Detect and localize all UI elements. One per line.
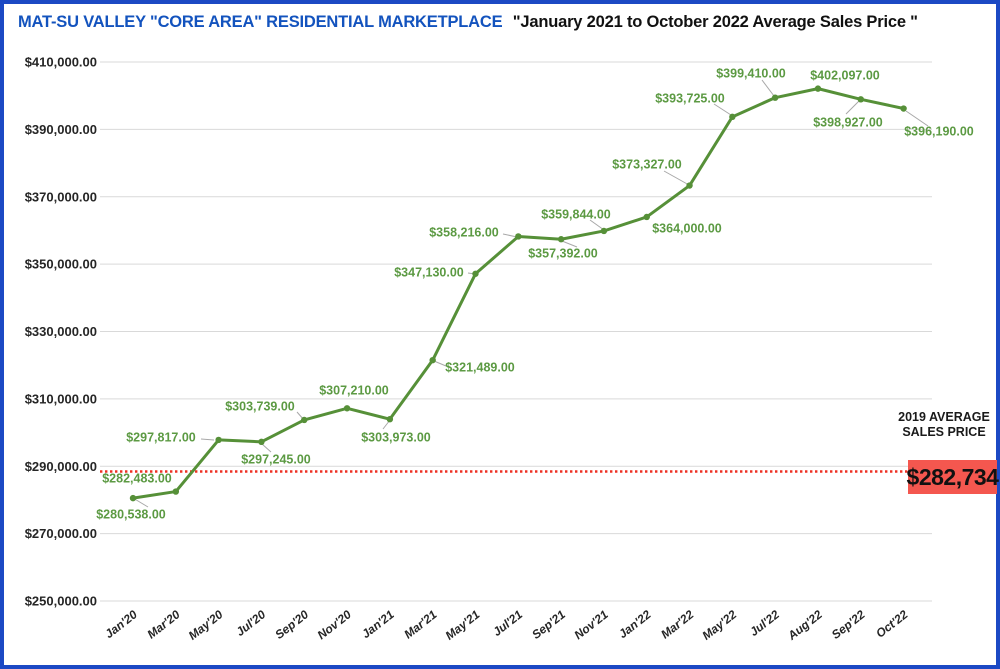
label-leader-line [589,219,605,231]
value-label: $393,725.00 [655,92,725,106]
reference-value-box: $282,734 [906,460,999,494]
chart-title: MAT-SU VALLEY "CORE AREA" RESIDENTIAL MA… [18,13,503,31]
x-tick-label: Jan'22 [616,607,654,641]
x-tick-label: May'21 [443,607,483,643]
x-tick-label: Sep'22 [829,607,868,642]
x-tick-label: Jul'21 [490,607,525,639]
sales-price-line-chart: $410,000.00 $390,000.00 $370,000.00 $350,00… [25,55,974,644]
data-point [129,494,137,502]
data-point [215,436,222,444]
data-point [301,416,308,424]
chart-subtitle: "January 2021 to October 2022 Average Sa… [512,13,918,31]
value-label: $321,489.00 [445,361,515,375]
x-tick-label: Sep'21 [529,607,568,642]
y-tick-label: $350,000.00 [25,257,97,272]
data-point [172,488,180,495]
label-leader-line [261,443,272,453]
x-tick-label: Oct'22 [873,607,910,641]
value-label: $297,245.00 [241,453,311,467]
value-label: $373,327.00 [612,158,682,172]
y-tick-label: $250,000.00 [25,594,97,609]
x-tick-label: May'20 [186,607,226,643]
data-point [429,356,436,364]
data-point [900,105,907,112]
value-label: $357,392.00 [528,247,598,261]
value-label: $399,410.00 [716,67,786,81]
value-label: $282,483.00 [102,472,172,486]
x-tick-label: Nov'21 [572,607,612,642]
y-tick-label: $390,000.00 [25,122,97,137]
data-point [386,415,394,423]
value-label: $402,097.00 [810,69,880,83]
y-tick-label: $330,000.00 [25,324,97,339]
x-tick-label: Mar'20 [144,607,182,641]
label-leader-line [561,240,578,248]
y-tick-label: $270,000.00 [25,526,97,541]
x-tick-label: Sep'20 [272,607,311,642]
value-label: $396,190.00 [904,125,974,139]
value-label: $347,130.00 [394,266,464,280]
data-point [472,270,479,277]
data-point [515,233,522,240]
value-label: $303,739.00 [225,400,295,414]
label-leader-line [713,103,732,116]
value-label: $297,817.00 [126,431,196,445]
x-tick-label: Jul'20 [233,607,268,639]
value-label: $359,844.00 [541,208,611,222]
x-tick-label: Nov'20 [315,607,355,642]
value-label: $303,973.00 [361,431,431,445]
label-leader-line [433,360,447,367]
x-tick-label: Jan'20 [102,607,140,641]
value-label: $358,216.00 [429,226,499,240]
x-tick-label: Jul'22 [747,607,782,639]
value-label: $280,538.00 [96,508,166,522]
value-label: $364,000.00 [652,222,722,236]
data-point [557,236,565,243]
x-tick-label: Mar'22 [658,607,696,641]
label-leader-line [905,110,929,127]
y-tick-label: $370,000.00 [25,189,97,204]
value-label: $307,210.00 [319,384,389,398]
data-point [857,96,864,103]
x-tick-label: Jan'21 [359,607,397,641]
y-tick-label: $310,000.00 [25,391,97,406]
reference-line-title: 2019 AVERAGE SALES PRICE [898,410,990,439]
data-point [643,213,650,221]
value-label: $398,927.00 [813,116,883,130]
label-leader-line [502,233,518,238]
label-leader-line [845,100,860,115]
chart-header: MAT-SU VALLEY "CORE AREA" RESIDENTIAL MA… [18,13,918,32]
reference-line-value: $282,734 [906,463,999,490]
y-tick-label: $290,000.00 [25,459,97,474]
x-tick-label: Aug'22 [784,607,825,643]
data-point [600,227,608,235]
data-point [771,94,779,101]
data-point [814,85,822,92]
x-tick-label: Mar'21 [401,607,439,641]
data-point [686,182,693,189]
label-leader-line [200,438,215,441]
data-point [729,113,736,121]
series-line [131,87,906,500]
data-point [258,438,265,446]
x-tick-label: May'22 [699,607,739,643]
y-tick-label: $410,000.00 [25,55,97,70]
label-leader-line [663,170,690,186]
label-leader-line [761,79,775,97]
data-point [343,405,351,412]
